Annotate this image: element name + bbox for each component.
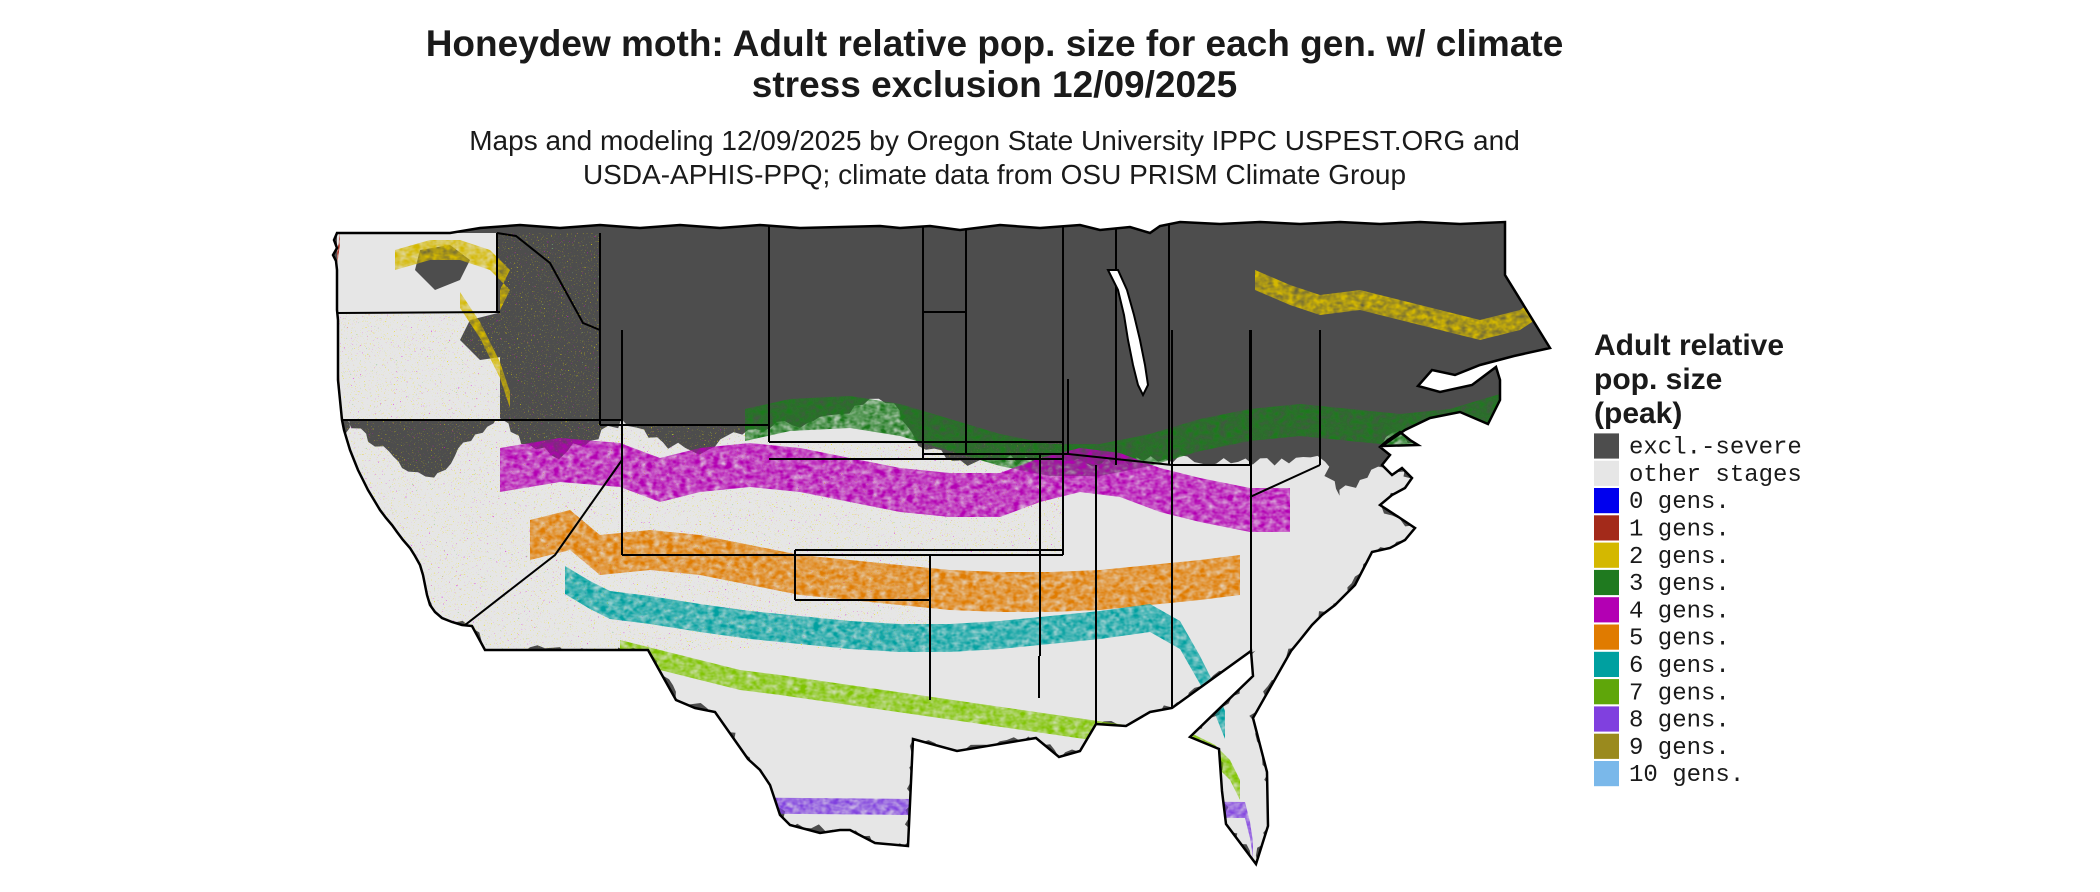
svg-text:9 gens.: 9 gens. [1629, 735, 1730, 762]
svg-text:excl.-severe: excl.-severe [1629, 435, 1802, 462]
svg-text:10 gens.: 10 gens. [1629, 762, 1744, 789]
svg-text:pop. size: pop. size [1594, 363, 1722, 396]
svg-text:Adult relative: Adult relative [1594, 329, 1784, 362]
svg-text:0 gens.: 0 gens. [1629, 489, 1730, 516]
svg-text:6 gens.: 6 gens. [1629, 653, 1730, 680]
svg-text:other stages: other stages [1629, 462, 1802, 489]
svg-text:(peak): (peak) [1594, 397, 1682, 430]
svg-text:2 gens.: 2 gens. [1629, 544, 1730, 571]
svg-text:7 gens.: 7 gens. [1629, 680, 1730, 707]
svg-text:3 gens.: 3 gens. [1629, 571, 1730, 598]
svg-text:1 gens.: 1 gens. [1629, 517, 1730, 544]
svg-text:5 gens.: 5 gens. [1629, 626, 1730, 653]
svg-text:4 gens.: 4 gens. [1629, 598, 1730, 625]
svg-text:8 gens.: 8 gens. [1629, 708, 1730, 735]
